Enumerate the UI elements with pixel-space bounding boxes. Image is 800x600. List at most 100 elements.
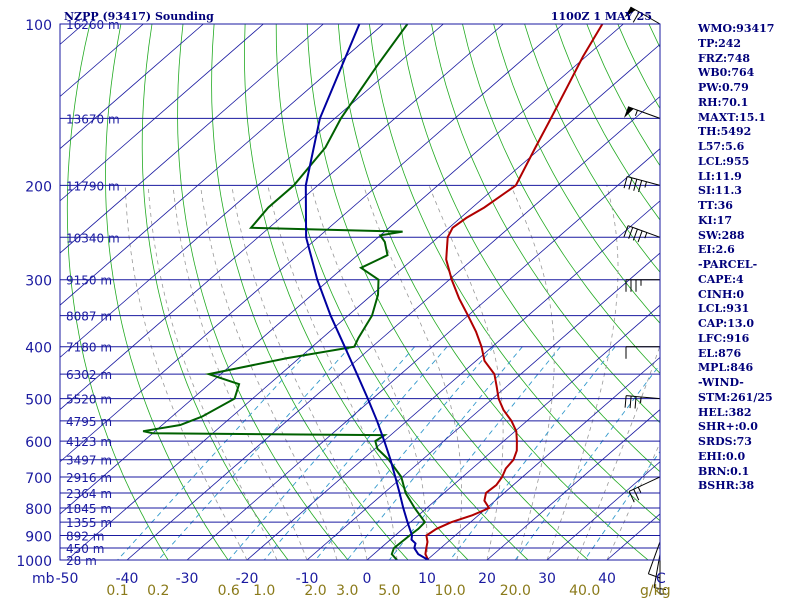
mixing-ratio-label: 10.0 — [435, 583, 466, 599]
sounding-index-item: -PARCEL- — [698, 258, 758, 271]
height-label: 16260 m — [66, 18, 120, 32]
sounding-index-item: L57:5.6 — [698, 140, 745, 153]
isotherm-line — [186, 148, 660, 560]
temperature-tick-label: 40 — [598, 571, 616, 587]
mixing-ratio-label: 5.0 — [378, 583, 400, 599]
moist-adiabat-line — [200, 185, 338, 560]
height-label: 2916 m — [66, 471, 112, 485]
dewpoint-profile-line — [142, 24, 427, 560]
sounding-index-item: MAXT:15.1 — [698, 110, 766, 124]
parcel-profile-line — [304, 24, 429, 560]
isobars — [60, 23, 660, 561]
sounding-index-item: EHI:0.0 — [698, 449, 746, 463]
pressure-tick-label: 400 — [25, 341, 52, 357]
temperature-tick-label: 30 — [538, 571, 556, 587]
plot-frame — [59, 23, 661, 561]
temperature-profile-line — [424, 24, 604, 560]
height-label: 28 m — [66, 554, 97, 568]
isotherm-line — [486, 409, 660, 560]
pressure-tick-label: 900 — [25, 529, 52, 545]
height-label: 10340 m — [66, 231, 120, 245]
height-label: 4123 m — [66, 435, 112, 449]
sounding-index-item: CAPE:4 — [698, 272, 744, 286]
sounding-index-item: SRDS:73 — [698, 435, 752, 448]
moist-adiabat-line — [310, 185, 428, 560]
sounding-index-item: LCL:931 — [698, 302, 750, 316]
sounding-index-item: STM:261/25 — [698, 390, 773, 404]
height-label: 8087 m — [66, 310, 112, 324]
dry-adiabat-line — [244, 24, 469, 560]
sounding-index-item: TT:36 — [698, 199, 733, 212]
temperature-tick-label: 10 — [418, 571, 436, 587]
mixing-ratio-line — [315, 346, 494, 560]
pressure-tick-label: 100 — [25, 18, 52, 34]
sounding-index-item: WB0:764 — [698, 66, 755, 80]
sounding-index-item: SHR+:0.0 — [698, 420, 758, 434]
pressure-tick-label: 200 — [25, 179, 52, 195]
isotherm-line — [546, 461, 660, 560]
moist-adiabat-line — [546, 185, 619, 560]
height-label: 892 m — [66, 529, 104, 543]
mixing-ratio-line — [228, 346, 416, 560]
isotherms — [60, 24, 660, 560]
height-label: 450 m — [66, 542, 104, 556]
moist-adiabat-line — [124, 185, 248, 560]
height-label: 2364 m — [66, 487, 112, 501]
wind-barb — [624, 6, 661, 25]
height-label: 4795 m — [66, 415, 112, 429]
isotherm-line — [60, 24, 624, 515]
wind-barb — [647, 541, 661, 579]
isotherm-line — [126, 95, 660, 560]
isotherm-line — [246, 200, 660, 560]
mixing-ratio-label: 3.0 — [336, 583, 358, 599]
isotherm-line — [306, 252, 660, 560]
temperature-tick-label: -50 — [56, 571, 79, 587]
wind-barb — [659, 560, 666, 595]
isotherm-line — [60, 24, 504, 411]
pressure-tick-label: 600 — [25, 435, 52, 451]
moist-adiabat-line — [510, 185, 555, 560]
moist-adiabat-line — [231, 185, 368, 560]
sounding-index-item: EI:2.6 — [698, 243, 735, 257]
height-label: 13670 m — [66, 112, 120, 126]
sounding-index-item: TH:5492 — [698, 125, 752, 139]
pressure-tick-label: 800 — [25, 502, 52, 518]
sounding-index-item: TP:242 — [698, 36, 742, 50]
sounding-index-item: LI:11.9 — [698, 169, 742, 183]
temperature-unit-label: C — [656, 571, 666, 587]
mixing-ratio-line — [157, 346, 351, 560]
mixing-ratio-unit-label: g/kg — [640, 583, 671, 599]
pressure-tick-label: 700 — [25, 471, 52, 487]
sounding-index-item: -WIND- — [698, 376, 744, 389]
mixing-ratio-line — [514, 363, 660, 560]
pressure-tick-label: 500 — [25, 393, 52, 409]
wind-barbs — [623, 6, 667, 595]
sounding-index-item: FRZ:748 — [698, 51, 751, 65]
sounding-index-item: EL:876 — [698, 346, 742, 360]
wind-barb — [623, 176, 661, 193]
wind-barb — [625, 346, 660, 359]
temperature-tick-label: 20 — [478, 571, 496, 587]
mixing-ratio-label: 2.0 — [304, 583, 326, 599]
isotherm-line — [66, 43, 660, 560]
wind-barb — [628, 476, 661, 503]
pressure-tick-label: 300 — [25, 274, 52, 290]
mixing-ratio-label: 0.2 — [147, 583, 169, 599]
moist-adiabat-line — [363, 185, 462, 560]
isotherm-line — [60, 24, 324, 254]
wind-barb — [624, 395, 661, 409]
chart-title-right: 1100Z 1 MAY 25 — [551, 10, 652, 23]
temperature-tick-label: -20 — [236, 571, 259, 587]
isotherm-line — [60, 24, 564, 463]
sounding-index-item: MPL:846 — [698, 361, 754, 375]
height-label: 3497 m — [66, 454, 112, 468]
mixing-ratio-label: 20.0 — [500, 583, 531, 599]
isotherm-line — [426, 356, 660, 560]
height-label: 1845 m — [66, 502, 112, 516]
sounding-index-item: CINH:0 — [698, 287, 745, 301]
mixing-ratio-label: 1.0 — [253, 583, 275, 599]
sounding-index-item: KI:17 — [698, 213, 733, 227]
mixing-ratio-label: 0.6 — [218, 583, 240, 599]
